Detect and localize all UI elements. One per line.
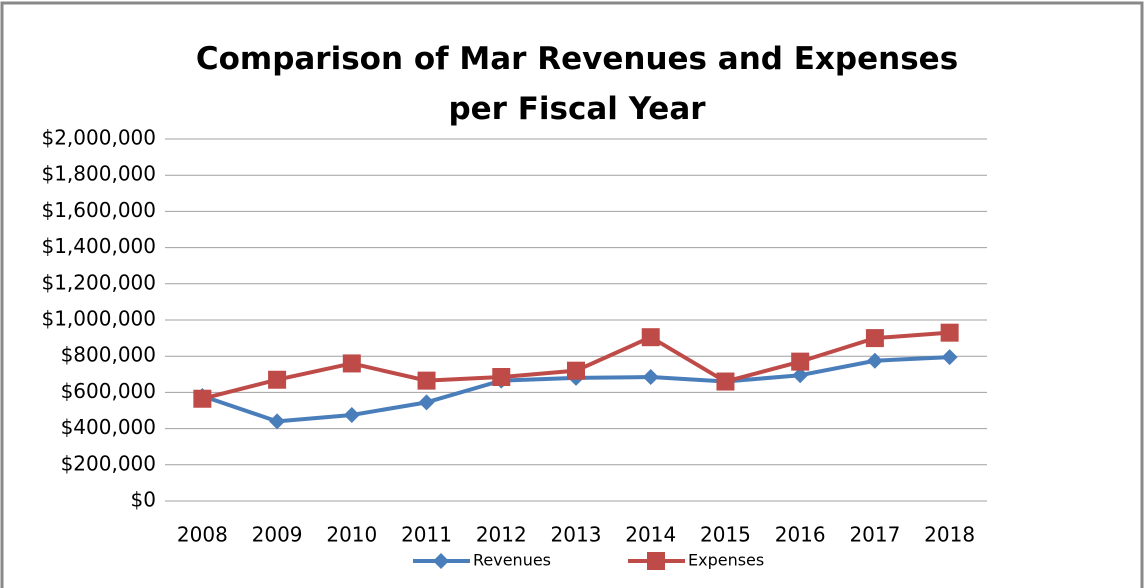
marker xyxy=(641,328,660,347)
marker xyxy=(940,323,959,342)
x-tick-label: 2008 xyxy=(177,523,228,547)
marker xyxy=(268,370,287,389)
x-tick-label: 2014 xyxy=(625,523,676,547)
y-tick-label: $0 xyxy=(131,488,156,512)
marker xyxy=(193,389,212,408)
y-tick-label: $800,000 xyxy=(61,343,156,367)
y-tick-label: $1,400,000 xyxy=(41,234,156,258)
x-tick-label: 2010 xyxy=(326,523,377,547)
y-tick-label: $1,600,000 xyxy=(41,198,156,222)
y-tick-label: $600,000 xyxy=(61,379,156,403)
x-tick-label: 2012 xyxy=(476,523,527,547)
legend-marker xyxy=(647,552,665,570)
legend-label: Expenses xyxy=(688,551,764,570)
marker xyxy=(492,368,511,387)
y-tick-label: $1,200,000 xyxy=(41,270,156,294)
marker xyxy=(941,349,958,366)
marker xyxy=(792,367,809,384)
x-tick-label: 2017 xyxy=(849,523,900,547)
marker xyxy=(865,329,884,348)
x-tick-label: 2011 xyxy=(401,523,452,547)
y-tick-label: $1,000,000 xyxy=(41,307,156,331)
marker xyxy=(716,372,735,391)
x-tick-label: 2009 xyxy=(252,523,303,547)
marker xyxy=(418,394,435,411)
marker xyxy=(866,352,883,369)
marker xyxy=(343,407,360,424)
x-tick-label: 2013 xyxy=(551,523,602,547)
legend-marker xyxy=(433,553,449,569)
marker xyxy=(642,369,659,386)
x-tick-label: 2016 xyxy=(775,523,826,547)
y-tick-label: $400,000 xyxy=(61,415,156,439)
marker xyxy=(567,361,585,380)
marker xyxy=(342,354,361,373)
marker xyxy=(791,352,810,371)
x-tick-label: 2018 xyxy=(924,523,975,547)
y-tick-label: $2,000,000 xyxy=(41,126,156,150)
legend-label: Revenues xyxy=(473,551,551,570)
chart-title: Comparison of Mar Revenues and Expenses … xyxy=(195,41,959,127)
y-tick-label: $200,000 xyxy=(61,451,156,475)
y-tick-label: $1,800,000 xyxy=(41,162,156,186)
marker xyxy=(417,371,436,390)
x-tick-label: 2015 xyxy=(700,523,751,547)
marker xyxy=(269,413,286,430)
